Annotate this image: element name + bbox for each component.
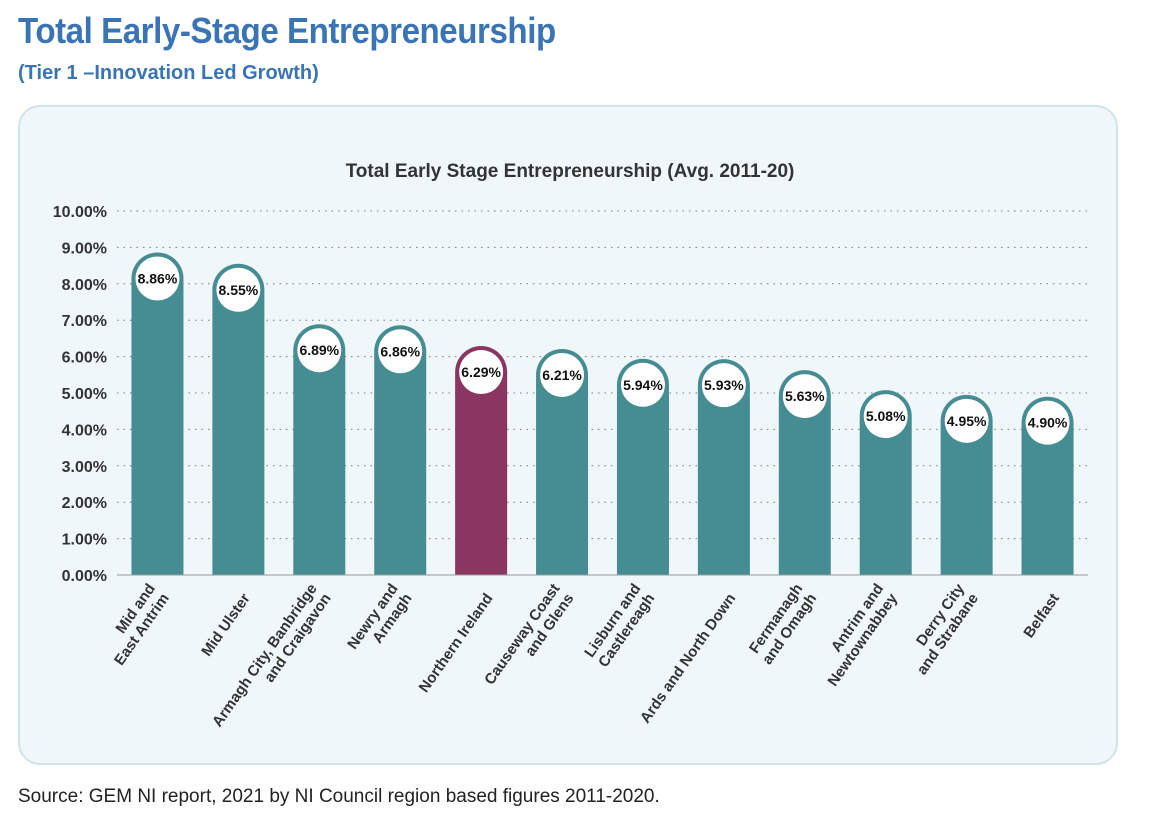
x-tick-line: Mid Ulster bbox=[198, 590, 254, 659]
bar bbox=[697, 359, 750, 575]
source-note: Source: GEM NI report, 2021 by NI Counci… bbox=[18, 786, 660, 807]
bar bbox=[778, 370, 831, 575]
data-label-bubble bbox=[378, 329, 423, 374]
x-tick-label: Mid Ulster bbox=[198, 590, 254, 659]
y-tick-label: 4.00% bbox=[62, 422, 107, 439]
data-label-bubble bbox=[863, 394, 908, 439]
x-tick-line: Armagh City, Banbridge bbox=[209, 581, 321, 730]
bar bbox=[374, 325, 427, 575]
data-label-bubble bbox=[701, 363, 746, 408]
bar bbox=[1021, 396, 1074, 575]
chart-title: Total Early Stage Entrepreneurship (Avg.… bbox=[346, 161, 795, 182]
x-tick-label: Fermanaghand Omagh bbox=[745, 581, 820, 668]
data-label: 6.86% bbox=[380, 343, 420, 359]
data-label: 6.89% bbox=[299, 342, 339, 358]
x-tick-label: Belfast bbox=[1020, 590, 1063, 641]
bar bbox=[859, 390, 912, 575]
data-label: 5.08% bbox=[866, 408, 906, 424]
bar-chart: Total Early Stage Entrepreneurship (Avg.… bbox=[53, 161, 1088, 740]
x-tick-label: Causeway Coastand Glens bbox=[481, 581, 577, 698]
data-label: 5.63% bbox=[785, 388, 825, 404]
data-label: 8.55% bbox=[219, 282, 259, 298]
bar bbox=[616, 358, 669, 575]
x-tick-line: Ards and North Down bbox=[637, 590, 739, 726]
y-tick-label: 8.00% bbox=[62, 277, 107, 294]
x-tick-label: Ards and North Down bbox=[637, 590, 739, 726]
bar bbox=[293, 324, 346, 575]
y-tick-label: 7.00% bbox=[62, 313, 107, 330]
data-label-bubble bbox=[297, 328, 342, 373]
data-label-bubble bbox=[459, 350, 504, 395]
data-label: 6.29% bbox=[461, 364, 501, 380]
y-tick-label: 5.00% bbox=[62, 386, 107, 403]
y-tick-label: 3.00% bbox=[62, 459, 107, 476]
bar bbox=[131, 252, 184, 575]
bar bbox=[212, 263, 265, 575]
data-label-bubble bbox=[135, 256, 180, 301]
data-label-bubble bbox=[540, 352, 585, 397]
y-tick-label: 9.00% bbox=[62, 240, 107, 257]
y-tick-label: 2.00% bbox=[62, 495, 107, 512]
page-title: Total Early-Stage Entrepreneurship bbox=[18, 10, 556, 51]
data-label-bubble bbox=[216, 267, 261, 312]
x-tick-label: Derry Cityand Strabane bbox=[900, 580, 983, 678]
y-tick-label: 1.00% bbox=[62, 532, 107, 549]
data-label: 5.94% bbox=[623, 377, 663, 393]
x-tick-label: Mid andEast Antrim bbox=[97, 581, 173, 669]
data-label: 4.95% bbox=[947, 413, 987, 429]
x-tick-label: Armagh City, Banbridgeand Craigavon bbox=[209, 581, 335, 740]
data-label-bubble bbox=[944, 398, 989, 443]
bar bbox=[455, 346, 508, 575]
data-label-bubble bbox=[782, 374, 827, 419]
x-tick-line: Belfast bbox=[1020, 590, 1063, 641]
bar bbox=[536, 348, 589, 575]
data-label: 4.90% bbox=[1028, 415, 1068, 431]
bar bbox=[940, 394, 993, 575]
data-label-bubble bbox=[620, 362, 665, 407]
chart-panel: Total Early Stage Entrepreneurship (Avg.… bbox=[18, 105, 1118, 765]
x-tick-label: Lisburn andCastlereagh bbox=[581, 581, 658, 671]
page-subtitle: (Tier 1 –Innovation Led Growth) bbox=[18, 62, 319, 84]
data-label-bubble bbox=[1025, 400, 1070, 445]
x-tick-label: Antrim andNewtownabbey bbox=[811, 580, 902, 689]
x-tick-label: Newry andArmagh bbox=[344, 581, 415, 663]
data-label: 6.21% bbox=[542, 367, 582, 383]
y-tick-label: 10.00% bbox=[53, 204, 107, 221]
y-tick-label: 0.00% bbox=[62, 568, 107, 585]
data-label: 8.86% bbox=[138, 270, 178, 286]
data-label: 5.93% bbox=[704, 377, 744, 393]
y-tick-label: 6.00% bbox=[62, 350, 107, 367]
